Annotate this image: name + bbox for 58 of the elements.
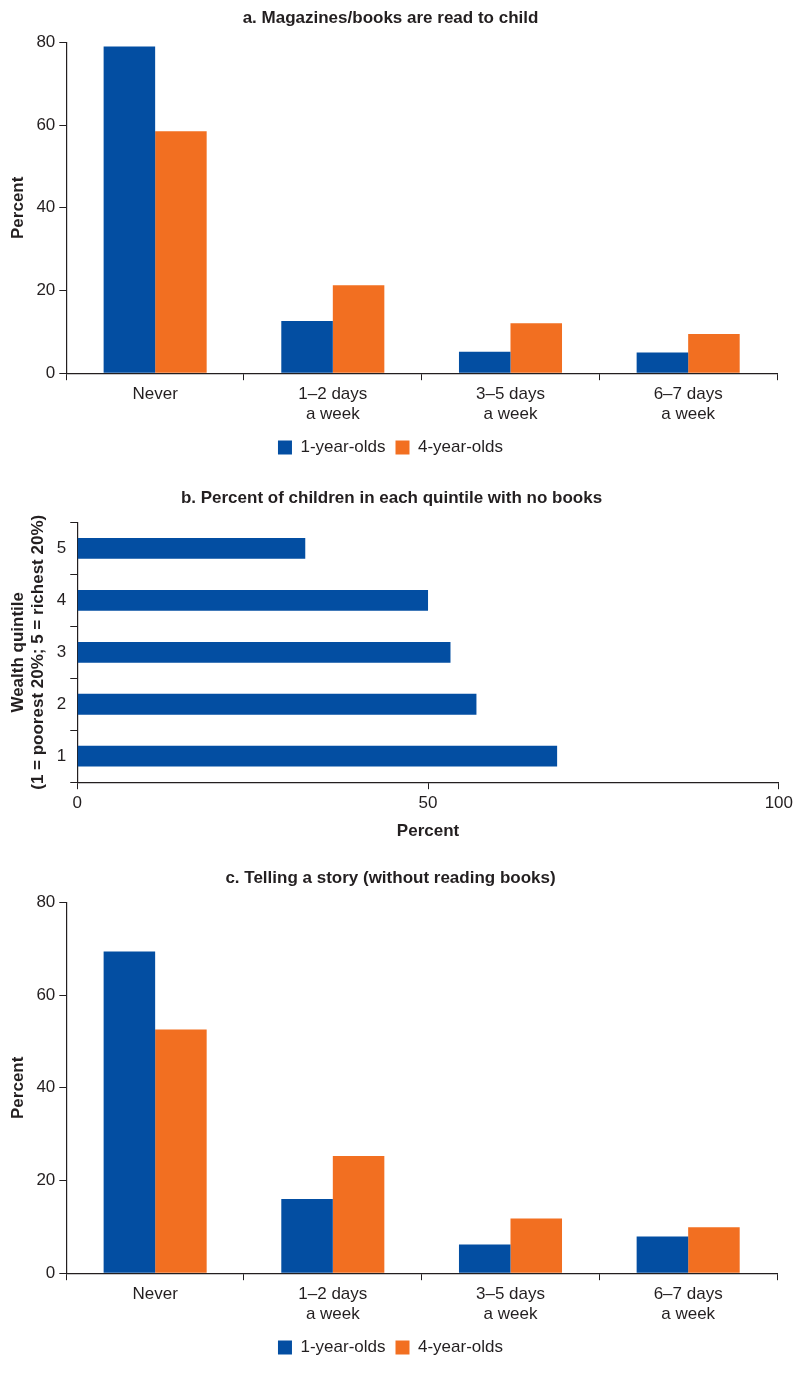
bar: [103, 951, 156, 1273]
legend-label: 1-year-olds: [300, 437, 386, 457]
bar: [77, 589, 429, 611]
legend-label: 1-year-olds: [300, 1337, 386, 1357]
y-tick-label: 20: [36, 280, 56, 300]
chart-title: c. Telling a story (without reading books): [225, 867, 556, 887]
x-tick-label: 3–5 days a week: [475, 384, 545, 424]
y-tick-label: 20: [36, 1170, 56, 1190]
y-tick-label: 3: [56, 641, 67, 661]
x-tick-label: 50: [418, 793, 438, 813]
y-axis-title: Percent: [7, 1056, 27, 1119]
x-axis-title: Percent: [396, 821, 460, 841]
y-tick-label: 80: [36, 892, 56, 912]
bar: [332, 1155, 385, 1273]
x-tick-label: 0: [72, 793, 82, 813]
y-tick-label: 5: [56, 538, 67, 558]
bar: [77, 641, 451, 663]
bar: [77, 693, 477, 715]
bar: [77, 745, 558, 767]
y-tick-label: 40: [36, 197, 56, 217]
bar: [636, 352, 689, 373]
y-tick-label: 1: [56, 745, 67, 765]
y-tick-label: 0: [45, 362, 56, 382]
bar: [636, 1236, 689, 1273]
y-axis-title: Percent: [7, 176, 27, 239]
bar: [103, 46, 156, 373]
x-tick-label: 1–2 days a week: [298, 1284, 368, 1324]
y-tick-label: 60: [36, 114, 56, 134]
y-tick-label: 60: [36, 984, 56, 1004]
legend-label: 4-year-olds: [418, 1337, 504, 1357]
bar: [77, 537, 306, 559]
bar: [155, 131, 207, 373]
y-tick-label: 4: [56, 590, 67, 610]
y-tick-label: 40: [36, 1077, 56, 1097]
x-tick-label: Never: [132, 1284, 179, 1304]
bar: [688, 333, 740, 373]
y-tick-label: 0: [45, 1262, 56, 1282]
bar: [510, 1218, 563, 1273]
bar: [155, 1029, 207, 1273]
chart-title: b. Percent of children in each quintile with no books: [180, 487, 603, 507]
x-tick-label: 3–5 days a week: [475, 1284, 545, 1324]
legend-label: 4-year-olds: [418, 437, 504, 457]
bar: [688, 1227, 740, 1273]
chart-title: a. Magazines/books are read to child: [242, 7, 539, 27]
x-tick-label: Never: [132, 384, 179, 404]
bar: [458, 351, 511, 373]
bar: [458, 1244, 511, 1273]
y-tick-label: 80: [36, 32, 56, 52]
bar: [281, 1199, 333, 1273]
bar: [281, 321, 333, 373]
y-tick-label: 2: [56, 693, 67, 713]
x-tick-label: 6–7 days a week: [653, 384, 723, 424]
x-tick-label: 100: [764, 793, 794, 813]
bar: [332, 285, 385, 373]
x-tick-label: 6–7 days a week: [653, 1284, 723, 1324]
bar: [510, 323, 563, 373]
y-axis-title: Wealth quintile (1 = poorest 20%; 5 = richest 20%): [7, 514, 48, 790]
x-tick-label: 1–2 days a week: [298, 384, 368, 424]
